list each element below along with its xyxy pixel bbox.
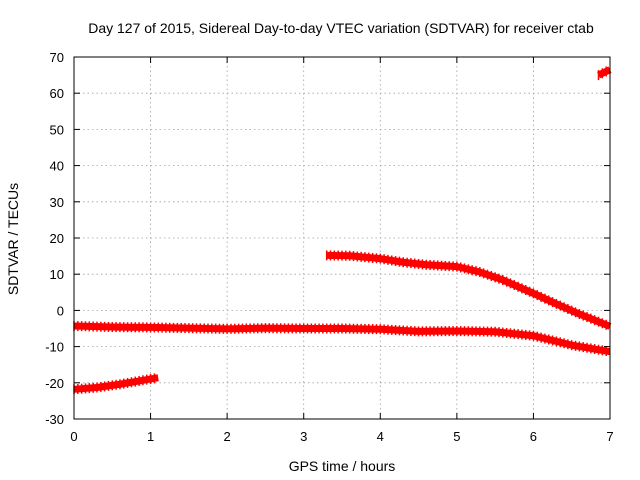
x-tick-label: 5 <box>453 429 460 444</box>
y-tick-label: 30 <box>50 195 64 210</box>
x-tick-label: 6 <box>530 429 537 444</box>
y-tick-label: 40 <box>50 159 64 174</box>
y-tick-label: 10 <box>50 267 64 282</box>
x-axis-label: GPS time / hours <box>289 458 396 474</box>
y-tick-label: -20 <box>45 376 64 391</box>
y-tick-label: -30 <box>45 412 64 427</box>
x-tick-label: 1 <box>147 429 154 444</box>
y-tick-label: 70 <box>50 50 64 65</box>
y-tick-label: 0 <box>57 303 64 318</box>
y-tick-label: 20 <box>50 231 64 246</box>
chart-title: Day 127 of 2015, Sidereal Day-to-day VTE… <box>88 20 594 36</box>
x-tick-label: 4 <box>377 429 384 444</box>
x-tick-label: 0 <box>70 429 77 444</box>
x-tick-label: 3 <box>300 429 307 444</box>
y-tick-label: -10 <box>45 340 64 355</box>
series-layer <box>73 66 612 395</box>
x-tick-label: 7 <box>606 429 613 444</box>
y-tick-label: 60 <box>50 86 64 101</box>
y-tick-label: 50 <box>50 122 64 137</box>
grid-layer <box>74 57 610 419</box>
tick-layer: 0 1 2 3 4 5 6 7 -30 -20 -10 0 10 20 30 40 50 60 70 <box>45 50 613 444</box>
series-line-track-high-late <box>597 66 612 79</box>
x-tick-label: 2 <box>224 429 231 444</box>
y-axis-label: SDTVAR / TECUs <box>5 183 21 295</box>
